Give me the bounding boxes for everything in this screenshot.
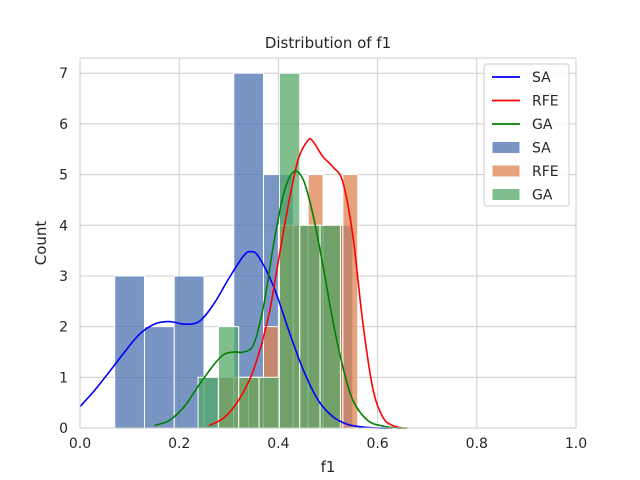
legend: SA RFE GA SA RFE GA <box>483 63 570 207</box>
histogram-bar-ga <box>319 224 341 429</box>
histogram-bars <box>114 72 359 429</box>
legend-box <box>483 63 570 207</box>
y-tick-label: 2 <box>59 320 68 336</box>
legend-patch-ga <box>491 188 521 201</box>
y-tick-label: 7 <box>59 66 68 82</box>
y-axis-label: Count <box>32 221 50 266</box>
x-axis-ticks: 0.0 0.2 0.4 0.6 0.8 1.0 <box>69 436 587 452</box>
x-tick-label: 1.0 <box>565 436 587 452</box>
y-tick-label: 6 <box>59 117 68 133</box>
legend-label: RFE <box>532 94 559 110</box>
y-tick-label: 3 <box>59 269 68 285</box>
x-axis-label: f1 <box>321 458 336 476</box>
legend-label: SA <box>532 141 551 157</box>
kde-line-sa <box>79 250 393 429</box>
legend-label: SA <box>532 70 551 86</box>
legend-patch-rfe <box>491 164 521 178</box>
y-axis-ticks: 0 1 2 3 4 5 6 7 <box>59 66 68 437</box>
histogram-bar-ga <box>258 376 280 429</box>
legend-label: RFE <box>532 164 559 180</box>
kde-lines <box>79 137 408 429</box>
legend-patch-sa <box>491 141 521 154</box>
kde-line-ga <box>154 170 408 429</box>
x-tick-label: 0.0 <box>69 436 91 452</box>
y-tick-label: 0 <box>59 421 68 437</box>
plot-frame <box>79 57 577 429</box>
x-tick-label: 0.2 <box>168 436 190 452</box>
histogram-bar-rfe <box>342 174 359 429</box>
kde-line-rfe <box>208 137 403 429</box>
x-tick-label: 0.8 <box>466 436 488 452</box>
histogram-bar-sa <box>114 275 145 429</box>
legend-label: GA <box>532 188 553 204</box>
chart-title: Distribution of f1 <box>265 34 391 52</box>
y-tick-label: 1 <box>59 370 68 386</box>
x-tick-label: 0.4 <box>267 436 289 452</box>
histogram-bar-ga <box>278 72 301 429</box>
y-tick-label: 4 <box>59 218 68 234</box>
legend-label: GA <box>532 117 553 133</box>
x-tick-label: 0.6 <box>366 436 388 452</box>
y-tick-label: 5 <box>59 168 68 184</box>
histogram-bar-ga <box>197 376 219 429</box>
histogram-bar-sa <box>143 326 175 429</box>
histogram-bar-ga <box>238 376 260 429</box>
